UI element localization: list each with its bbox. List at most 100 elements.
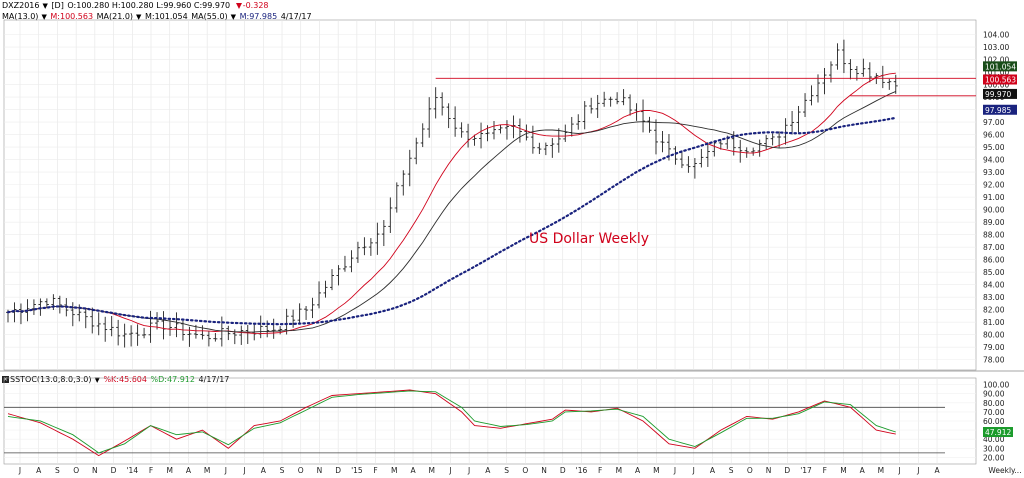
x-axis-tick-label: D xyxy=(560,466,566,475)
ma21-value: M:101.054 xyxy=(144,12,188,21)
stoch-date: 4/17/17 xyxy=(198,375,230,384)
y-axis-tick-label: 83.00 xyxy=(983,293,1005,302)
price-tag xyxy=(983,104,1017,115)
x-axis-tick-label: '17 xyxy=(800,466,812,475)
y-axis-tick-label: 101.00 xyxy=(983,68,1009,77)
y-axis-tick-label: 104.00 xyxy=(983,31,1009,40)
down-arrow-icon xyxy=(235,2,242,9)
stoch-y-tick-label: 30.00 xyxy=(983,444,1005,453)
y-axis-tick-label: 95.00 xyxy=(983,143,1005,152)
x-axis-tick-label: S xyxy=(504,466,509,475)
x-axis-tick-label: '16 xyxy=(576,466,588,475)
ma13-dropdown-icon[interactable]: ▼ xyxy=(41,13,47,21)
ma-header: MA(13.0) ▼ M:100.563 MA(21.0) ▼ M:101.054 … xyxy=(2,12,313,22)
y-axis-tick-label: 89.00 xyxy=(983,218,1005,227)
x-axis-tick-label: D xyxy=(784,466,790,475)
x-axis-tick-label: A xyxy=(710,466,716,475)
y-axis-tick-label: 81.00 xyxy=(983,318,1005,327)
y-axis-tick-label: 97.00 xyxy=(983,118,1005,127)
symbol-name[interactable]: DXZ2016 xyxy=(2,1,40,10)
x-axis-tick-label: A xyxy=(934,466,940,475)
y-axis-tick-label: 84.00 xyxy=(983,281,1005,290)
x-axis-tick-label: J xyxy=(897,466,900,475)
x-axis-tick-label: A xyxy=(860,466,866,475)
x-axis-tick-label: O xyxy=(73,466,79,475)
x-axis-tick-label: A xyxy=(36,466,42,475)
y-axis-tick-label: 92.00 xyxy=(983,181,1005,190)
ma-date: 4/17/17 xyxy=(280,12,312,21)
y-axis-tick-label: 96.00 xyxy=(983,131,1005,140)
ma55-label[interactable]: MA(55.0) xyxy=(191,12,228,21)
x-axis-tick-label: J xyxy=(467,466,470,475)
x-axis-tick-label: N xyxy=(317,466,323,475)
x-axis-tick-label: M xyxy=(878,466,884,475)
stoch-y-tick-label: 90.00 xyxy=(983,390,1005,399)
ma55-dropdown-icon[interactable]: ▼ xyxy=(230,13,237,21)
x-axis-tick-label: S xyxy=(55,466,60,475)
x-axis-tick-label: D xyxy=(335,466,341,475)
x-axis-tick-label: F xyxy=(598,466,602,475)
stoch-y-tick-label: 70.00 xyxy=(983,408,1005,417)
y-axis-tick-label: 91.00 xyxy=(983,193,1005,202)
x-axis-tick-label: N xyxy=(92,466,98,475)
symbol-header: DXZ2016 ▼ [D] O:100.280 H:100.280 L:99.96… xyxy=(2,1,270,11)
ma21-line xyxy=(7,90,896,333)
ma21-dropdown-icon[interactable]: ▼ xyxy=(136,13,142,21)
stoch-k-line xyxy=(7,389,896,457)
price-tag-label: 101.054 xyxy=(985,62,1016,71)
stoch-d-line xyxy=(7,390,896,454)
close-icon[interactable]: × xyxy=(2,376,9,383)
price-tag xyxy=(983,88,1017,99)
interval-label[interactable]: [D] xyxy=(51,1,64,10)
y-axis-tick-label: 102.00 xyxy=(983,56,1009,65)
y-axis-tick-label: 80.00 xyxy=(983,331,1005,340)
x-axis-tick-label: D xyxy=(111,466,117,475)
x-axis-tick-label: M xyxy=(428,466,434,475)
y-axis-tick-label: 78.00 xyxy=(983,356,1005,365)
price-tag-label: 97.985 xyxy=(985,106,1011,115)
y-axis-tick-label: 85.00 xyxy=(983,268,1005,277)
x-axis-tick-label: M xyxy=(840,466,846,475)
symbol-dropdown-icon[interactable]: ▼ xyxy=(42,2,48,10)
x-axis-tick-label: O xyxy=(747,466,753,475)
x-axis-tick-label: M xyxy=(204,466,210,475)
x-axis-tick-label: S xyxy=(729,466,734,475)
x-axis-tick-label: '15 xyxy=(351,466,363,475)
price-tag-label: 99.970 xyxy=(985,90,1011,99)
x-axis-tick-label: F xyxy=(373,466,377,475)
stoch-label[interactable]: SSTOC(13.0,8.0,3.0) xyxy=(10,375,92,384)
y-axis-tick-label: 103.00 xyxy=(983,43,1009,52)
stoch-y-tick-label: 20.00 xyxy=(983,453,1005,462)
ma13-label[interactable]: MA(13.0) xyxy=(2,12,39,21)
stoch-dropdown-icon[interactable]: ▼ xyxy=(94,376,100,384)
y-axis-tick-label: 82.00 xyxy=(983,306,1005,315)
stoch-y-tick-label: 40.00 xyxy=(983,435,1005,444)
price-tag xyxy=(983,74,1017,85)
x-axis-tick-label: F xyxy=(823,466,827,475)
x-axis-tick-label: O xyxy=(298,466,304,475)
y-axis-tick-label: 100.00 xyxy=(983,81,1009,90)
x-axis-tick-label: A xyxy=(485,466,491,475)
x-axis-tick-label: M xyxy=(616,466,622,475)
x-axis-tick-label: F xyxy=(149,466,153,475)
ma55-value: M:97.985 xyxy=(239,12,278,21)
x-axis-tick-label: J xyxy=(673,466,676,475)
x-axis-tick-label: J xyxy=(242,466,245,475)
x-axis-tick-label: N xyxy=(766,466,772,475)
x-axis-tick-label: M xyxy=(166,466,172,475)
y-axis-tick-label: 88.00 xyxy=(983,231,1005,240)
stoch-y-tick-label: 100.00 xyxy=(983,381,1009,390)
x-axis-tick-label: S xyxy=(280,466,285,475)
stoch-k-value: %K:45.604 xyxy=(103,375,147,384)
y-axis-tick-label: 94.00 xyxy=(983,156,1005,165)
change-readout: -0.328 xyxy=(242,1,269,10)
x-axis-tick-label: A xyxy=(261,466,267,475)
ma13-value: M:100.563 xyxy=(50,12,94,21)
y-axis-tick-label: 87.00 xyxy=(983,243,1005,252)
price-tag-label: 100.563 xyxy=(985,76,1016,85)
ma21-label[interactable]: MA(21.0) xyxy=(96,12,134,21)
x-axis-tick-label: '14 xyxy=(126,466,138,475)
stoch-y-tick-label: 80.00 xyxy=(983,399,1005,408)
